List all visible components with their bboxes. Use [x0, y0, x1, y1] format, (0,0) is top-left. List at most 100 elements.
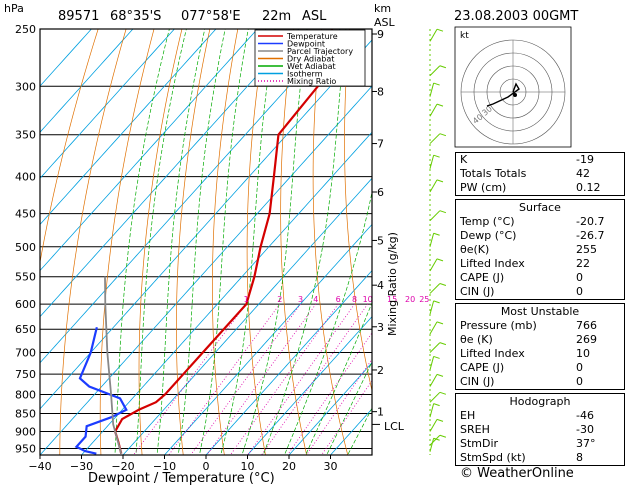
wind-barb-feather: [433, 82, 440, 86]
wet-adiabat-line: [199, 29, 249, 455]
isotherm-line: [40, 29, 300, 318]
unstable-index-label: CIN (J): [460, 375, 495, 388]
unstable-index-row: Pressure (mb) 766: [456, 319, 624, 333]
wind-barb-shaft: [429, 133, 441, 144]
chart-axes: 1 2 3 4 6 8 10 15 20 2525030035040045050055060065…: [15, 23, 429, 473]
surface-index-value: 22: [576, 257, 590, 270]
station-lat: 68°35'S: [110, 9, 161, 24]
hodograph-index-row: StmDir 37°: [456, 437, 624, 451]
wind-barb-feather: [433, 355, 440, 359]
mixing-ratio-value-label: 4: [313, 295, 318, 304]
pressure-tick-label: 350: [15, 129, 36, 142]
unstable-index-value: 0: [576, 361, 583, 374]
pressure-tick-label: 400: [15, 171, 36, 184]
general-index-label: PW (cm): [460, 181, 507, 194]
surface-index-label: Temp (°C): [460, 215, 515, 228]
wind-barb-shaft: [429, 210, 441, 221]
mixing-ratio-value-label: 15: [387, 295, 397, 304]
isotherm-line: [288, 362, 372, 455]
hodograph-index-label: SREH: [460, 423, 490, 436]
km-tick-label: 3: [377, 321, 384, 334]
mixing-ratio-line: [168, 303, 281, 455]
km-tick-label: 8: [377, 85, 384, 98]
pressure-tick-label: 600: [15, 298, 36, 311]
x-axis-label: Dewpoint / Temperature (°C): [88, 471, 275, 486]
pressure-tick-label: 550: [15, 271, 36, 284]
general-index-row: PW (cm) 0.12: [456, 181, 624, 195]
wind-barb-shaft: [429, 374, 438, 387]
wind-barb-feather: [439, 283, 447, 286]
km-tick-label: 7: [377, 138, 384, 151]
hodograph-index-value: -30: [576, 423, 594, 436]
mixing-ratio-value-label: 2: [277, 295, 282, 304]
x-tick-label: 30: [324, 460, 338, 473]
unstable-index-value: 766: [576, 319, 597, 332]
dry-adiabat-line: [40, 29, 99, 265]
wind-barb-shaft: [429, 434, 441, 446]
wind-barb-feather: [436, 321, 444, 325]
unstable-index-row: Lifted Index 10: [456, 347, 624, 361]
surface-title: Surface: [519, 201, 561, 214]
most-unstable-box: Most Unstable Pressure (mb) 766 θe (K) 269 L…: [455, 303, 625, 390]
wind-barb-feather: [433, 154, 440, 158]
wind-barb-shaft: [429, 82, 435, 97]
wind-barb-feather: [436, 179, 444, 183]
surface-index-row: Temp (°C) -20.7: [456, 215, 624, 229]
x-tick-label: 10: [241, 460, 255, 473]
station-elevation: 22m: [262, 9, 291, 24]
pressure-tick-label: 900: [15, 425, 36, 438]
plot-clip-group: [40, 29, 372, 455]
legend-entry-label: Wet Adiabat: [287, 62, 336, 71]
mixing-ratio-value-label: 8: [352, 295, 357, 304]
legend-entry-label: Parcel Trajectory: [287, 47, 353, 56]
legend-entry-label: Temperature: [286, 32, 338, 41]
wet-adiabat-line: [284, 190, 372, 455]
km-tick-label: 1: [377, 406, 384, 419]
sounding-datetime: 23.08.2003 00GMT: [454, 9, 578, 24]
unstable-index-value: 0: [576, 375, 583, 388]
surface-index-row: Lifted Index 22: [456, 257, 624, 271]
hodograph-unit: kt: [460, 31, 469, 41]
wind-barb-feather: [433, 403, 440, 407]
hodograph-index-label: EH: [460, 409, 476, 422]
mixing-ratio-line: [306, 358, 372, 455]
general-index-label: Totals Totals: [460, 167, 527, 180]
hodograph-box: Hodograph EH -46 SREH -30 StmDir 37° StmSpd (k…: [455, 393, 625, 466]
station-id: 89571: [58, 9, 99, 24]
mixing-ratio-line: [321, 379, 372, 455]
wind-barb-shaft: [429, 391, 441, 403]
wind-barb-feather: [436, 103, 444, 107]
surface-index-value: -26.7: [576, 229, 605, 242]
unstable-index-label: Lifted Index: [460, 347, 525, 360]
hodograph-trace: [486, 82, 520, 107]
hodograph-index-label: StmDir: [460, 437, 499, 450]
general-indices-box: K -19 Totals Totals 42 PW (cm) 0.12: [455, 152, 625, 196]
wind-barb-feather: [439, 342, 447, 346]
wind-barb-shaft: [429, 155, 435, 169]
mixing-ratio-line: [247, 303, 355, 455]
station-lon: 077°58'E: [181, 9, 241, 24]
legend-entry-label: Dry Adiabat: [287, 55, 334, 64]
wind-barb-feather: [439, 434, 447, 438]
dry-adiabat-line: [59, 29, 127, 455]
surface-index-value: 255: [576, 243, 597, 256]
surface-index-value: 0: [576, 285, 583, 298]
dry-adiabat-line: [212, 29, 239, 455]
dry-adiabat-line: [246, 29, 267, 455]
isotherm-line: [40, 85, 372, 455]
surface-index-row: Dewp (°C) -26.7: [456, 229, 624, 243]
wind-barb-feather: [439, 210, 447, 214]
unstable-index-label: CAPE (J): [460, 361, 505, 374]
y-axis-label: hPa: [4, 2, 24, 15]
km-axis-sublabel: ASL: [374, 16, 396, 29]
hodograph-index-row: EH -46: [456, 409, 624, 423]
wind-barb-shaft: [429, 179, 438, 193]
surface-index-row: θe(K) 255: [456, 243, 624, 257]
x-tick-label: −30: [70, 460, 93, 473]
wet-adiabat-line: [241, 29, 308, 455]
unstable-index-row: CIN (J) 0: [456, 375, 624, 389]
pressure-tick-label: 500: [15, 241, 36, 254]
general-index-value: 42: [576, 167, 590, 180]
mixing-ratio-value-label: 10: [363, 295, 373, 304]
